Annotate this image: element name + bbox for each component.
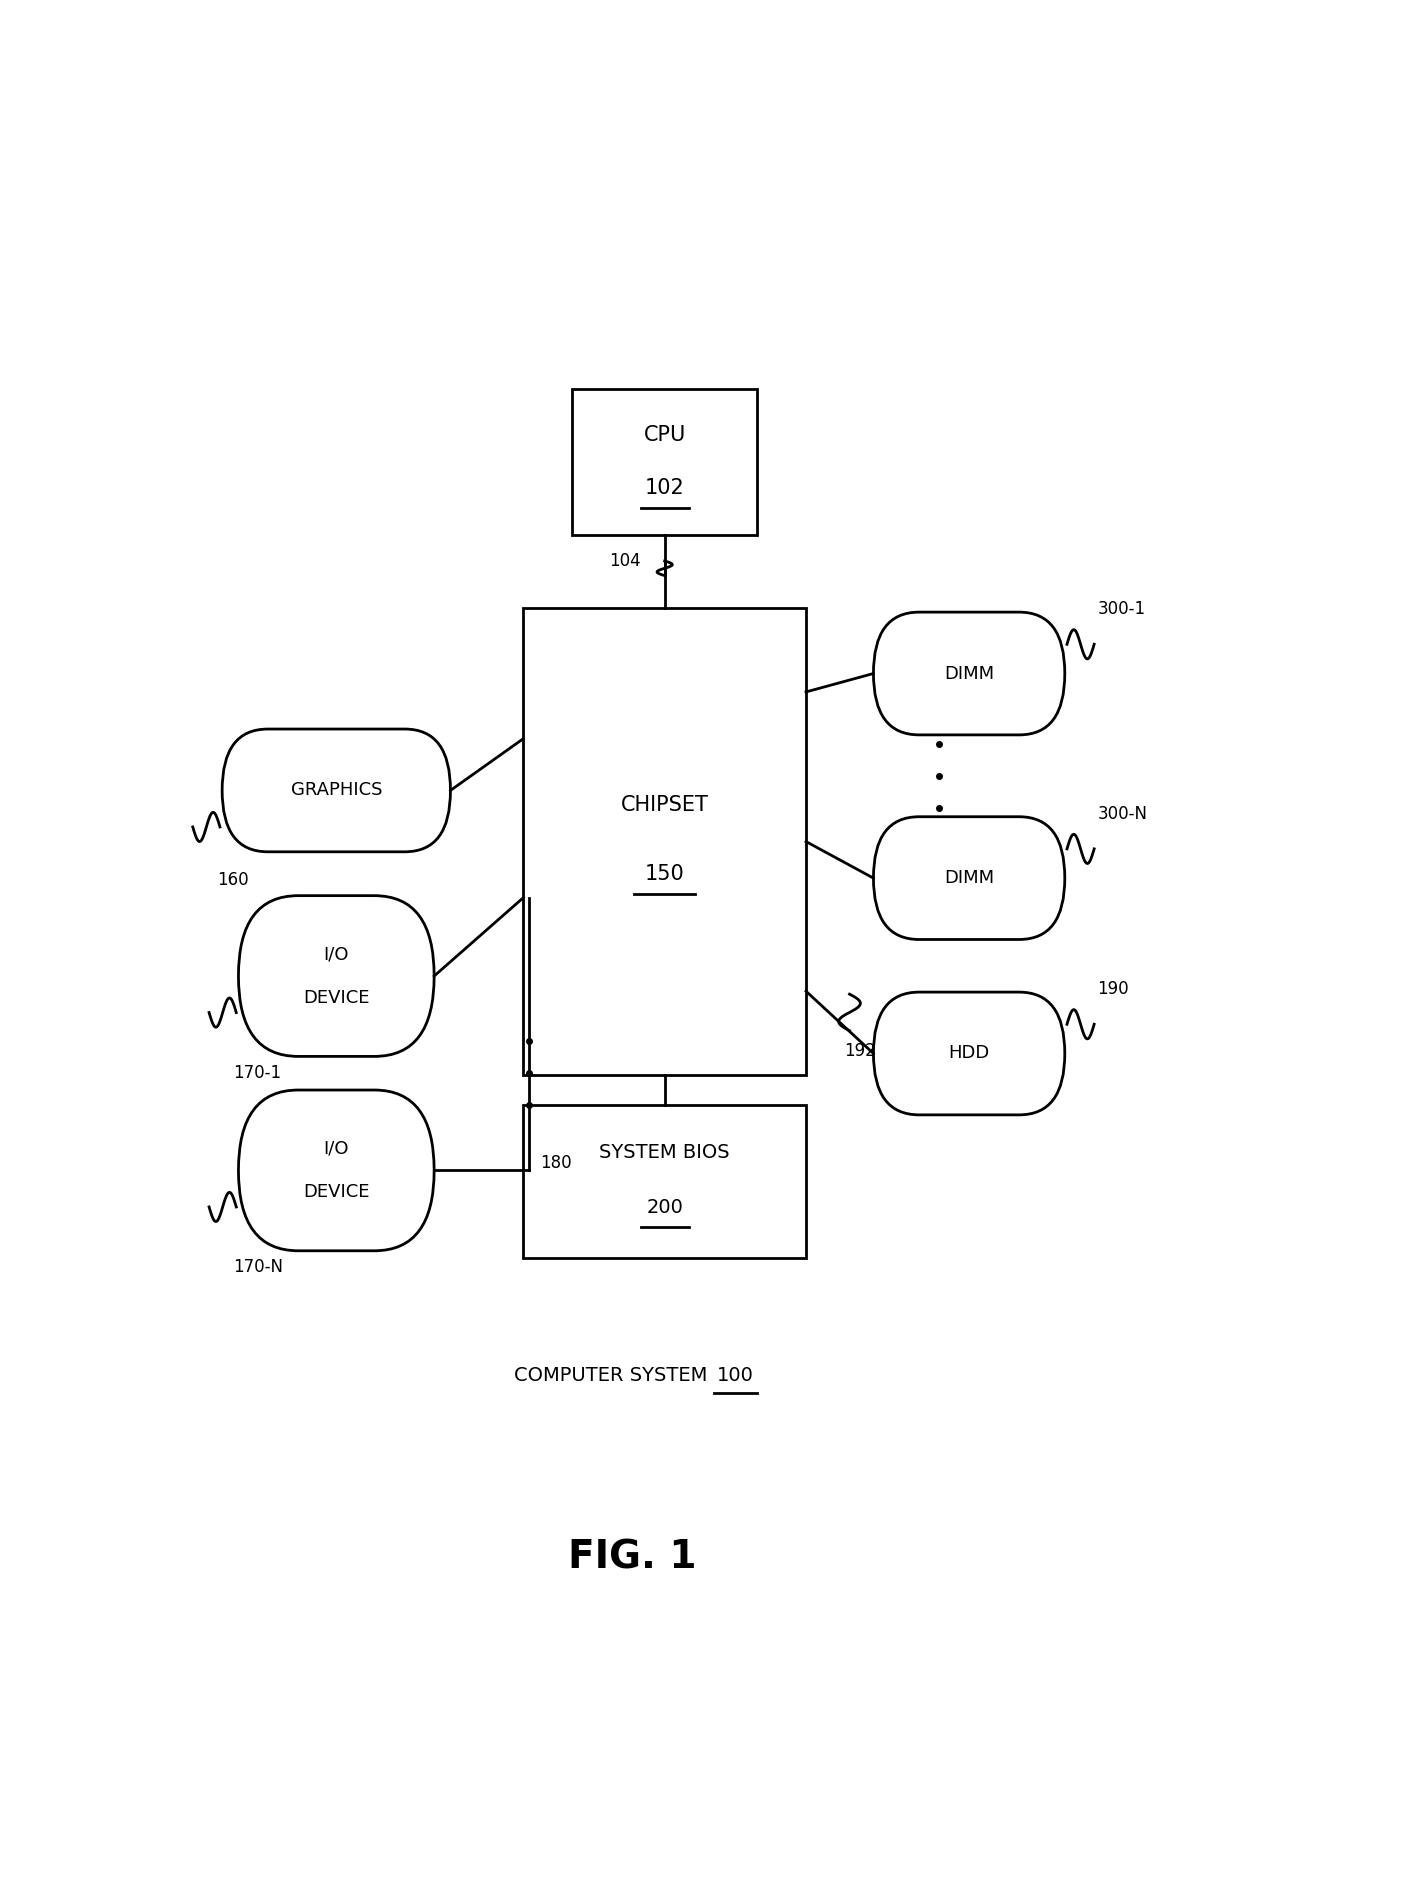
FancyBboxPatch shape bbox=[523, 607, 807, 1076]
Text: 170-N: 170-N bbox=[233, 1258, 283, 1275]
Text: I/O: I/O bbox=[324, 945, 349, 962]
Text: COMPUTER SYSTEM: COMPUTER SYSTEM bbox=[513, 1365, 707, 1384]
Text: SYSTEM BIOS: SYSTEM BIOS bbox=[599, 1143, 730, 1162]
FancyBboxPatch shape bbox=[572, 389, 758, 535]
Text: 100: 100 bbox=[717, 1365, 753, 1384]
Text: 180: 180 bbox=[540, 1154, 571, 1171]
FancyBboxPatch shape bbox=[874, 816, 1065, 940]
Text: 300-N: 300-N bbox=[1097, 805, 1148, 822]
FancyBboxPatch shape bbox=[222, 729, 450, 852]
Text: HDD: HDD bbox=[948, 1044, 989, 1063]
Text: 190: 190 bbox=[1097, 979, 1129, 998]
Text: 104: 104 bbox=[609, 552, 641, 569]
FancyBboxPatch shape bbox=[874, 993, 1065, 1114]
FancyBboxPatch shape bbox=[239, 1089, 434, 1251]
Text: 200: 200 bbox=[647, 1198, 683, 1217]
Text: CPU: CPU bbox=[644, 425, 686, 446]
FancyBboxPatch shape bbox=[523, 1105, 807, 1258]
FancyBboxPatch shape bbox=[239, 896, 434, 1057]
Text: DIMM: DIMM bbox=[944, 869, 995, 886]
Text: I/O: I/O bbox=[324, 1139, 349, 1158]
Text: 150: 150 bbox=[645, 864, 685, 884]
Text: 102: 102 bbox=[645, 478, 685, 497]
Text: 170-1: 170-1 bbox=[233, 1063, 281, 1082]
Text: DEVICE: DEVICE bbox=[303, 989, 369, 1008]
Text: 160: 160 bbox=[216, 871, 248, 888]
Text: GRAPHICS: GRAPHICS bbox=[290, 782, 382, 799]
Text: FIG. 1: FIG. 1 bbox=[568, 1539, 696, 1577]
Text: 192: 192 bbox=[845, 1042, 875, 1061]
Text: 300-1: 300-1 bbox=[1097, 600, 1146, 619]
Text: DIMM: DIMM bbox=[944, 664, 995, 683]
Text: CHIPSET: CHIPSET bbox=[620, 795, 709, 814]
Text: DEVICE: DEVICE bbox=[303, 1182, 369, 1201]
FancyBboxPatch shape bbox=[874, 613, 1065, 735]
